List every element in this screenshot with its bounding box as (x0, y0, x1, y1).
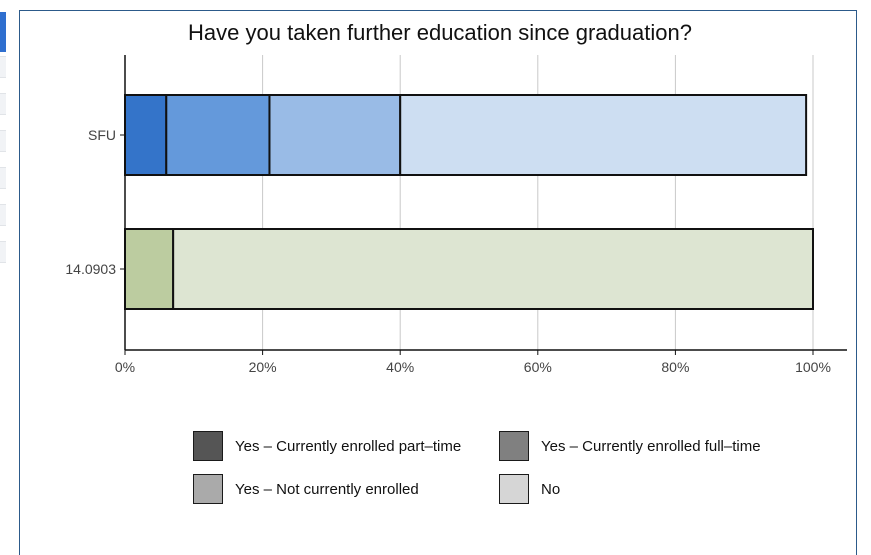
legend-item-full-time: Yes – Currently enrolled full–time (499, 430, 761, 462)
y-tick-label: 14.0903 (65, 261, 116, 277)
legend-item-not-enrolled: Yes – Not currently enrolled (193, 473, 419, 505)
sidebar-item[interactable] (0, 56, 6, 78)
y-tick-label: SFU (88, 127, 116, 143)
legend-swatch (499, 431, 529, 461)
sidebar-item[interactable] (0, 204, 6, 226)
sidebar-active-indicator (0, 12, 6, 52)
bars (124, 94, 815, 310)
bar-segment (124, 94, 168, 176)
sidebar-item[interactable] (0, 167, 6, 189)
legend-swatch (499, 474, 529, 504)
x-tick-label: 20% (249, 359, 277, 375)
sidebar-item[interactable] (0, 93, 6, 115)
legend-label: Yes – Currently enrolled full–time (541, 437, 761, 455)
legend-swatch (193, 474, 223, 504)
chart-title: Have you taken further education since g… (188, 20, 692, 45)
x-tick-label: 80% (661, 359, 689, 375)
legend-item-no: No (499, 473, 560, 505)
legend-label: No (541, 480, 561, 498)
x-tick-label: 60% (524, 359, 552, 375)
axes (120, 55, 847, 355)
bar-segment (124, 228, 175, 310)
sidebar-item[interactable] (0, 241, 6, 263)
bar-segment (165, 94, 271, 176)
bar-segment (172, 228, 815, 310)
tick-labels: 0% 20% 40% 60% 80% 100% SFU 14.0903 (65, 127, 831, 375)
x-tick-label: 0% (115, 359, 135, 375)
chart-legend: Yes – Currently enrolled part–time Yes –… (193, 430, 813, 510)
x-tick-label: 100% (795, 359, 831, 375)
legend-label: Yes – Currently enrolled part–time (235, 437, 462, 455)
bar-segment (399, 94, 808, 176)
legend-item-part-time: Yes – Currently enrolled part–time (193, 430, 461, 462)
left-sidebar-strip (0, 0, 10, 545)
sidebar-item[interactable] (0, 130, 6, 152)
legend-swatch (193, 431, 223, 461)
legend-label: Yes – Not currently enrolled (235, 480, 419, 498)
bar-segment (268, 94, 402, 176)
x-tick-label: 40% (386, 359, 414, 375)
